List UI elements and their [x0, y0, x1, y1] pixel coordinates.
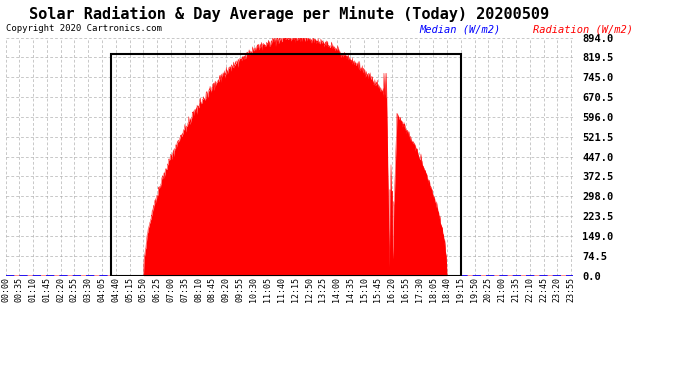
Text: Copyright 2020 Cartronics.com: Copyright 2020 Cartronics.com: [6, 24, 161, 33]
Text: Median (W/m2): Median (W/m2): [420, 24, 501, 34]
Text: Radiation (W/m2): Radiation (W/m2): [533, 24, 633, 34]
Bar: [110, 54, 462, 276]
Text: Solar Radiation & Day Average per Minute (Today) 20200509: Solar Radiation & Day Average per Minute…: [29, 6, 549, 22]
